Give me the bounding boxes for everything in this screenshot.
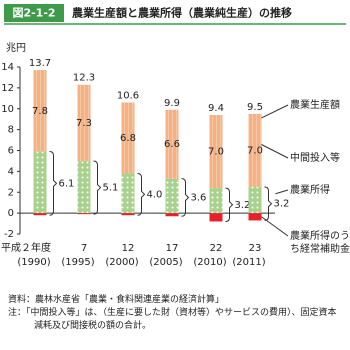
income-bracket <box>225 187 234 222</box>
income-bracket <box>264 186 273 221</box>
income-bracket <box>49 151 58 216</box>
figure-label: 図2-1-2 <box>12 6 55 20</box>
value-label: 7.3 <box>76 118 92 129</box>
income-bracket <box>137 172 146 216</box>
value-label: 4.0 <box>147 189 163 200</box>
y-tick-label: 8 <box>8 125 14 136</box>
subsidy-bar <box>77 213 91 215</box>
legend-label: 農業生産額 <box>290 100 340 111</box>
total-label: 9.5 <box>247 102 263 113</box>
total-label: 13.7 <box>29 58 51 69</box>
total-label: 12.3 <box>73 73 95 84</box>
total-label: 9.4 <box>208 103 224 114</box>
chart: 図2-1-2 農業生産額と農業所得（農業純生産）の推移 兆円 -2 0 2 4 6 8 10… <box>1 4 346 268</box>
y-tick-label: 14 <box>1 62 14 73</box>
x-tick-label: 23 <box>249 243 262 254</box>
income-bar <box>121 173 135 214</box>
x-tick-label: (1990) <box>17 257 50 268</box>
subsidy-bar <box>248 213 262 221</box>
chart-title: 農業生産額と農業所得（農業純生産）の推移 <box>72 6 292 20</box>
x-tick-label: 平成２年度 <box>1 241 51 254</box>
value-label: 7.8 <box>32 106 48 117</box>
x-tick-label: (2005) <box>149 257 182 268</box>
x-tick-label: 22 <box>210 243 223 254</box>
value-label: 3.2 <box>235 200 251 211</box>
value-label: 7.0 <box>208 147 224 158</box>
x-tick-label: (2011) <box>232 257 265 268</box>
subsidy-bar <box>33 213 47 216</box>
income-bracket <box>93 160 102 215</box>
legend-label: 農業所得 <box>290 185 330 196</box>
leader-line <box>275 189 289 195</box>
y-tick-label: 2 <box>8 187 14 198</box>
intermediate-bar <box>209 115 223 189</box>
y-tick-label: 12 <box>1 83 14 94</box>
intermediate-bar <box>77 84 91 161</box>
income-bar <box>77 160 91 214</box>
legend-label: 中間投入等 <box>290 153 340 164</box>
intermediate-bar <box>33 70 47 152</box>
source-note: 資料：農林水産省「農業・食料関連産業の経済計算」 <box>8 295 225 305</box>
value-label: 3.2 <box>274 199 290 210</box>
y-tick-label: -2 <box>4 229 14 240</box>
x-tick-label: (2010) <box>193 257 226 268</box>
income-bar <box>209 188 223 214</box>
label-box <box>4 4 64 22</box>
x-tick-label: 17 <box>166 243 179 254</box>
y-tick-label: 0 <box>8 208 14 219</box>
income-bar <box>165 178 179 214</box>
value-label: 7.0 <box>247 146 263 157</box>
y-unit: 兆円 <box>6 42 26 54</box>
value-label: 6.6 <box>164 139 180 150</box>
value-label: 5.1 <box>103 183 119 194</box>
leader-line <box>261 144 289 159</box>
x-tick-label: (1995) <box>61 257 94 268</box>
leader-line <box>261 216 289 237</box>
total-label: 9.9 <box>164 98 180 109</box>
intermediate-bar <box>121 102 135 174</box>
x-tick-label: 12 <box>122 243 135 254</box>
notes: 資料：農林水産省「農業・食料関連産業の経済計算」 注：「中間投入等」は、（生産に… <box>8 294 344 333</box>
leader-line <box>261 104 289 119</box>
x-tick-label: (2000) <box>105 257 138 268</box>
subsidy-bar <box>121 213 135 216</box>
value-label: 6.8 <box>120 133 136 144</box>
income-bar <box>33 151 47 214</box>
y-tick-label: 6 <box>8 146 14 157</box>
footnote: 注：「中間投入等」は、（生産に要した財（資材等）やサービスの費用）、固定資本減耗… <box>8 308 337 331</box>
value-label: 6.1 <box>59 178 75 189</box>
x-tick-label: 7 <box>81 243 87 254</box>
y-tick-label: 4 <box>8 166 14 177</box>
y-tick-label: 10 <box>1 104 14 115</box>
subsidy-bar <box>209 213 223 222</box>
income-bar <box>248 187 262 214</box>
legend-label: 農業所得のうち経常補助金 <box>290 231 350 255</box>
subsidy-bar <box>165 213 179 217</box>
intermediate-bar <box>248 113 262 188</box>
income-bracket <box>181 178 190 217</box>
intermediate-bar <box>165 109 179 179</box>
value-label: 3.6 <box>191 192 207 203</box>
total-label: 10.6 <box>117 90 139 101</box>
